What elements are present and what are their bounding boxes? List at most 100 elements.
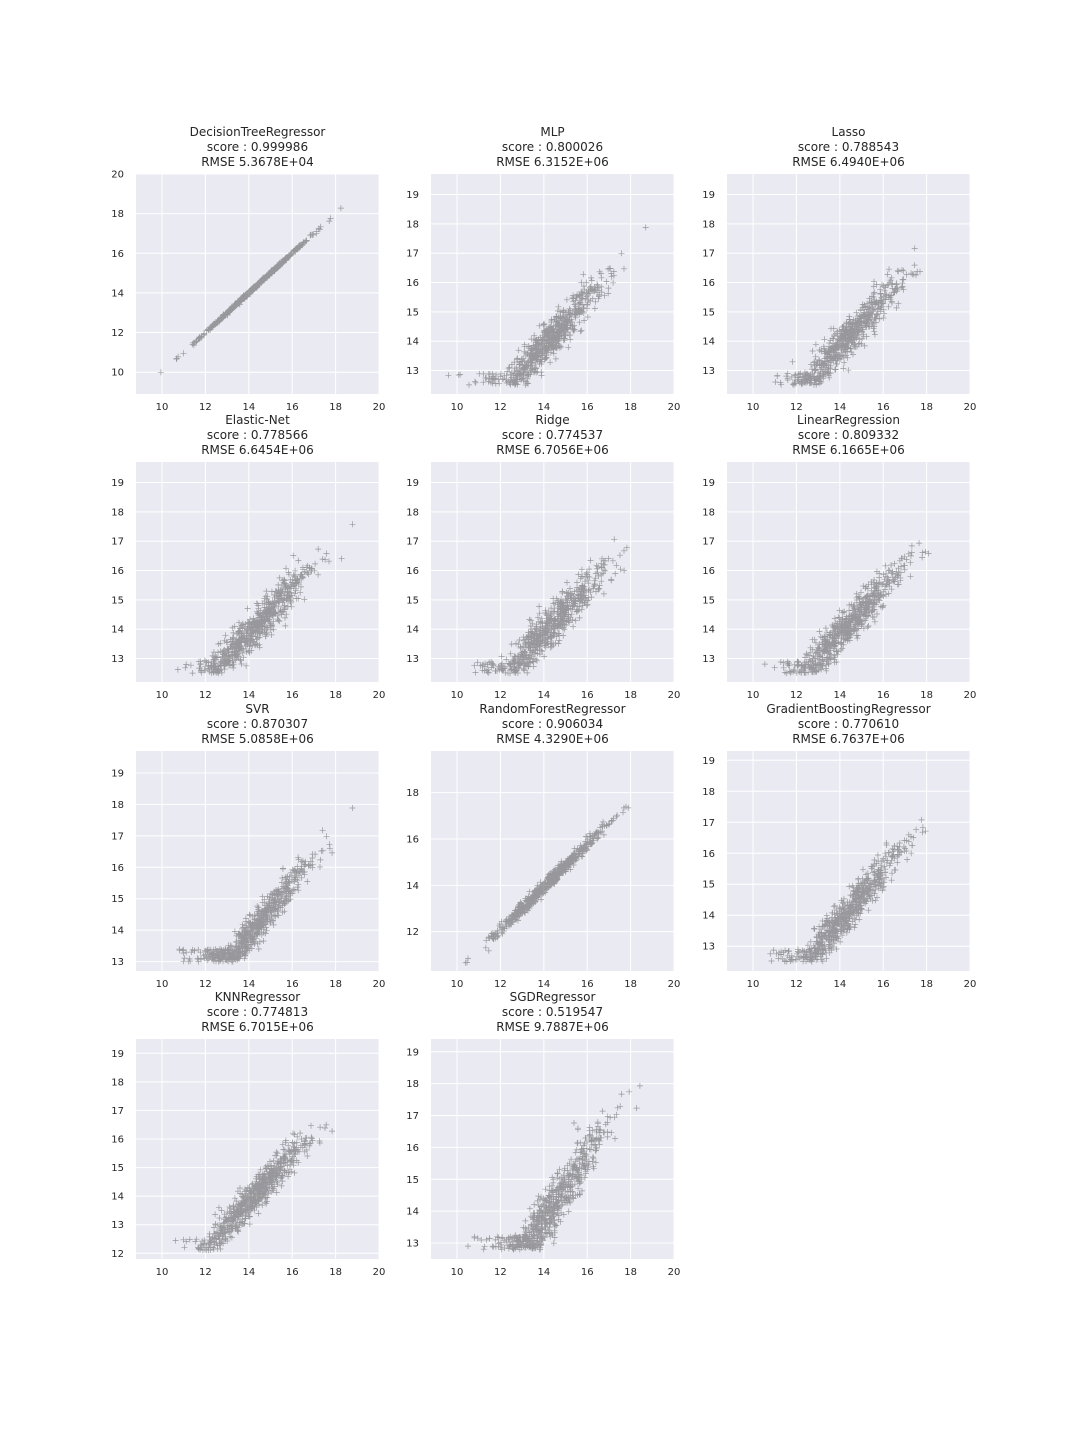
x-tick-label: 10 [156, 1267, 169, 1278]
y-tick-label: 18 [406, 1079, 419, 1090]
y-tick-label: 14 [702, 625, 715, 636]
y-tick-label: 18 [406, 507, 419, 518]
scatter-markers [172, 1121, 336, 1254]
x-tick-label: 16 [286, 402, 299, 413]
subplot-title: RMSE 5.0858E+06 [201, 732, 314, 746]
subplot-1: 10 12 14 16 18 20 10 12 14 16 18 20 DecisionTreeRegr… [111, 125, 385, 413]
subplot-title: KNNRegressor [215, 990, 301, 1004]
y-tick-label: 13 [406, 654, 419, 665]
plot-area [727, 174, 970, 394]
y-tick-label: 19 [702, 190, 715, 201]
x-tick-label: 20 [373, 1267, 386, 1278]
subplot-title: score : 0.778566 [207, 428, 308, 442]
x-tick-label: 18 [624, 690, 637, 701]
scatter-points [471, 536, 630, 677]
subplot-title: score : 0.774813 [207, 1005, 308, 1019]
x-tick-label: 20 [373, 979, 386, 990]
x-tick-label: 14 [833, 402, 846, 413]
subplot-title: RMSE 6.7056E+06 [496, 443, 609, 457]
x-tick-label: 16 [286, 690, 299, 701]
y-tick-label: 18 [702, 219, 715, 230]
plot-area [136, 1039, 379, 1259]
x-tick-label: 18 [624, 1267, 637, 1278]
y-tick-label: 15 [702, 880, 715, 891]
subplot-title: Lasso [832, 125, 866, 139]
x-tick-label: 20 [668, 1267, 681, 1278]
y-tick-label: 14 [406, 625, 419, 636]
y-tick-label: 14 [111, 288, 124, 299]
subplot-title: SGDRegressor [510, 990, 596, 1004]
x-tick-label: 12 [494, 402, 507, 413]
y-tick-label: 19 [406, 478, 419, 489]
y-tick-label: 18 [111, 507, 124, 518]
y-tick-label: 13 [111, 957, 124, 968]
x-tick-label: 20 [668, 690, 681, 701]
subplot-title: RMSE 6.6454E+06 [201, 443, 314, 457]
x-tick-label: 12 [494, 979, 507, 990]
x-tick-label: 16 [286, 979, 299, 990]
x-tick-label: 16 [286, 1267, 299, 1278]
subplot-title: SVR [245, 702, 269, 716]
x-tick-label: 14 [537, 402, 550, 413]
y-tick-label: 18 [406, 788, 419, 799]
x-tick-label: 16 [877, 690, 890, 701]
x-tick-label: 12 [790, 402, 803, 413]
x-tick-label: 14 [242, 690, 255, 701]
subplot-title: score : 0.519547 [502, 1005, 603, 1019]
scatter-markers [767, 816, 929, 965]
scatter-points [462, 803, 632, 966]
x-tick-label: 18 [624, 402, 637, 413]
y-tick-label: 17 [111, 1106, 124, 1117]
y-tick-label: 16 [111, 249, 124, 260]
y-tick-label: 13 [406, 366, 419, 377]
subplot-title: RMSE 4.3290E+06 [496, 732, 609, 746]
y-tick-label: 13 [702, 366, 715, 377]
subplot-title: score : 0.809332 [798, 428, 899, 442]
scatter-points [761, 540, 932, 677]
plot-area [431, 1039, 674, 1259]
x-tick-label: 16 [877, 979, 890, 990]
y-tick-label: 16 [406, 835, 419, 846]
y-tick-label: 14 [406, 1207, 419, 1218]
y-tick-label: 15 [111, 894, 124, 905]
y-tick-label: 17 [406, 537, 419, 548]
x-tick-label: 20 [373, 690, 386, 701]
x-tick-label: 16 [581, 1267, 594, 1278]
y-tick-label: 19 [406, 1047, 419, 1058]
y-tick-label: 17 [702, 249, 715, 260]
scatter-points [176, 805, 356, 965]
subplot-8: 10 12 14 16 18 20 12 14 16 18 RandomForestRegresso… [406, 702, 680, 990]
x-tick-label: 10 [156, 402, 169, 413]
subplot-title: Ridge [535, 413, 569, 427]
y-tick-label: 20 [111, 170, 124, 181]
x-tick-label: 14 [242, 1267, 255, 1278]
y-tick-label: 19 [702, 478, 715, 489]
scatter-markers [471, 536, 630, 677]
plot-area [727, 462, 970, 682]
plot-area [136, 174, 379, 394]
scatter-points [767, 816, 929, 965]
scatter-markers [445, 224, 649, 388]
scatter-points [157, 205, 344, 376]
y-tick-label: 14 [406, 337, 419, 348]
plot-area [431, 751, 674, 971]
x-tick-label: 16 [877, 402, 890, 413]
y-tick-label: 16 [702, 566, 715, 577]
subplot-title: score : 0.999986 [207, 140, 308, 154]
y-tick-label: 18 [111, 209, 124, 220]
scatter-markers [174, 521, 356, 677]
y-tick-label: 10 [111, 368, 124, 379]
y-tick-label: 16 [702, 278, 715, 289]
subplot-title: RMSE 6.1665E+06 [792, 443, 905, 457]
subplot-title: GradientBoostingRegressor [766, 702, 930, 716]
y-tick-label: 17 [406, 1111, 419, 1122]
x-tick-label: 12 [790, 690, 803, 701]
x-tick-label: 10 [747, 690, 760, 701]
x-tick-label: 16 [581, 690, 594, 701]
y-tick-label: 13 [406, 1239, 419, 1250]
scatter-markers [772, 245, 923, 388]
y-tick-label: 15 [702, 595, 715, 606]
subplot-title: Elastic-Net [225, 413, 290, 427]
scatter-markers [157, 205, 344, 376]
plot-area [136, 751, 379, 971]
